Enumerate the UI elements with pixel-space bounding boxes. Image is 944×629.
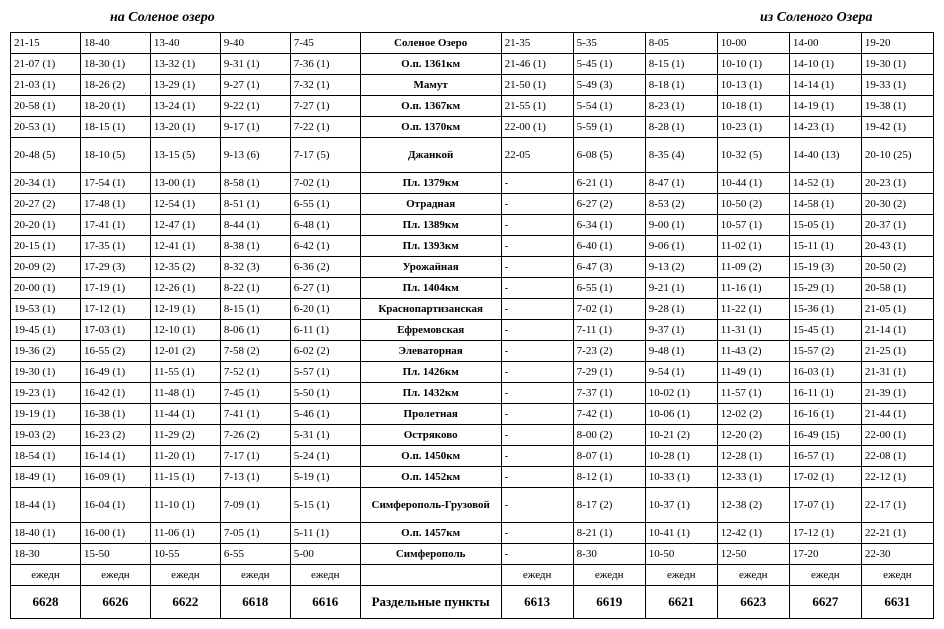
table-row: 19-30 (1)16-49 (1)11-55 (1)7-52 (1)5-57 … [11, 362, 934, 383]
table-row: 19-36 (2)16-55 (2)12-01 (2)7-58 (2)6-02 … [11, 341, 934, 362]
table-row: 18-44 (1)16-04 (1)11-10 (1)7-09 (1)5-15 … [11, 488, 934, 523]
table-row: 20-15 (1)17-35 (1)12-41 (1)8-38 (1)6-42 … [11, 236, 934, 257]
table-row: 19-45 (1)17-03 (1)12-10 (1)8-06 (1)6-11 … [11, 320, 934, 341]
table-row: 20-34 (1)17-54 (1)13-00 (1)8-58 (1)7-02 … [11, 173, 934, 194]
table-row: 20-53 (1)18-15 (1)13-20 (1)9-17 (1)7-22 … [11, 117, 934, 138]
schedule-row: ежеднежеднежеднежеднежеднежеднежеднежедн… [11, 565, 934, 586]
table-row: 19-53 (1)17-12 (1)12-19 (1)8-15 (1)6-20 … [11, 299, 934, 320]
table-row: 20-20 (1)17-41 (1)12-47 (1)8-44 (1)6-48 … [11, 215, 934, 236]
timetable: 21-1518-4013-409-407-45Соленое Озеро21-3… [10, 32, 934, 619]
table-row: 18-3015-5010-556-555-00Симферополь-8-301… [11, 544, 934, 565]
table-row: 19-03 (2)16-23 (2)11-29 (2)7-26 (2)5-31 … [11, 425, 934, 446]
table-row: 21-03 (1)18-26 (2)13-29 (1)9-27 (1)7-32 … [11, 75, 934, 96]
title-right: из Соленого Озера [500, 10, 934, 26]
table-row: 18-40 (1)16-00 (1)11-06 (1)7-05 (1)5-11 … [11, 523, 934, 544]
table-row: 19-19 (1)16-38 (1)11-44 (1)7-41 (1)5-46 … [11, 404, 934, 425]
table-row: 20-58 (1)18-20 (1)13-24 (1)9-22 (1)7-27 … [11, 96, 934, 117]
table-row: 20-00 (1)17-19 (1)12-26 (1)8-22 (1)6-27 … [11, 278, 934, 299]
table-row: 21-1518-4013-409-407-45Соленое Озеро21-3… [11, 33, 934, 54]
table-row: 20-27 (2)17-48 (1)12-54 (1)8-51 (1)6-55 … [11, 194, 934, 215]
title-left: на Соленое озеро [10, 10, 500, 26]
table-row: 20-09 (2)17-29 (3)12-35 (2)8-32 (3)6-36 … [11, 257, 934, 278]
table-row: 19-23 (1)16-42 (1)11-48 (1)7-45 (1)5-50 … [11, 383, 934, 404]
table-row: 18-49 (1)16-09 (1)11-15 (1)7-13 (1)5-19 … [11, 467, 934, 488]
train-number-row: 66286626662266186616Раздельные пункты661… [11, 586, 934, 619]
table-row: 18-54 (1)16-14 (1)11-20 (1)7-17 (1)5-24 … [11, 446, 934, 467]
table-row: 21-07 (1)18-30 (1)13-32 (1)9-31 (1)7-36 … [11, 54, 934, 75]
table-row: 20-48 (5)18-10 (5)13-15 (5)9-13 (6)7-17 … [11, 138, 934, 173]
